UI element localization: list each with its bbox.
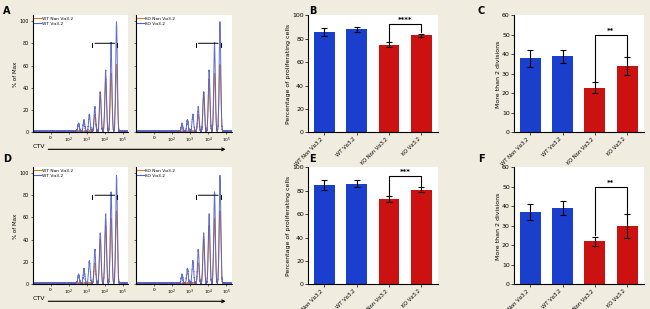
Bar	[378, 45, 400, 132]
Bar	[378, 199, 400, 284]
Text: CTV: CTV	[32, 144, 45, 149]
Bar	[552, 208, 573, 284]
Text: **: **	[607, 28, 615, 34]
Text: A: A	[3, 6, 11, 16]
Text: CTV: CTV	[32, 296, 45, 301]
Text: **: **	[607, 180, 615, 186]
Bar	[411, 190, 432, 284]
Y-axis label: More than 2 divisions: More than 2 divisions	[495, 192, 500, 260]
Legend: WT Non Vα3.2, WT Vα3.2: WT Non Vα3.2, WT Vα3.2	[33, 16, 73, 26]
Text: B: B	[309, 6, 316, 16]
Bar	[584, 241, 605, 284]
Legend: WT Non Vα3.2, WT Vα3.2: WT Non Vα3.2, WT Vα3.2	[33, 168, 73, 178]
Legend: KO Non Vα3.2, KO Vα3.2: KO Non Vα3.2, KO Vα3.2	[137, 168, 176, 178]
Y-axis label: More than 2 divisions: More than 2 divisions	[495, 40, 500, 108]
Bar	[617, 66, 638, 132]
Text: ***: ***	[400, 169, 411, 175]
Y-axis label: % of Max: % of Max	[13, 213, 18, 239]
Text: C: C	[478, 6, 485, 16]
Bar	[314, 185, 335, 284]
Bar	[346, 29, 367, 132]
Legend: KO Non Vα3.2, KO Vα3.2: KO Non Vα3.2, KO Vα3.2	[137, 16, 176, 26]
Bar	[617, 226, 638, 284]
Y-axis label: % of Max: % of Max	[13, 61, 18, 87]
X-axis label: CD8+ T cells: CD8+ T cells	[556, 169, 601, 175]
Y-axis label: Percentage of proliferating cells: Percentage of proliferating cells	[286, 24, 291, 124]
Text: ****: ****	[398, 17, 412, 23]
Bar	[584, 87, 605, 132]
Text: F: F	[478, 154, 484, 164]
Y-axis label: Percentage of proliferating cells: Percentage of proliferating cells	[286, 176, 291, 276]
Bar	[520, 58, 541, 132]
X-axis label: CD8+ T cells: CD8+ T cells	[350, 169, 395, 175]
Bar	[346, 184, 367, 284]
Text: D: D	[3, 154, 11, 164]
Bar	[552, 56, 573, 132]
Bar	[520, 212, 541, 284]
Bar	[314, 32, 335, 132]
Bar	[411, 35, 432, 132]
Text: E: E	[309, 154, 315, 164]
